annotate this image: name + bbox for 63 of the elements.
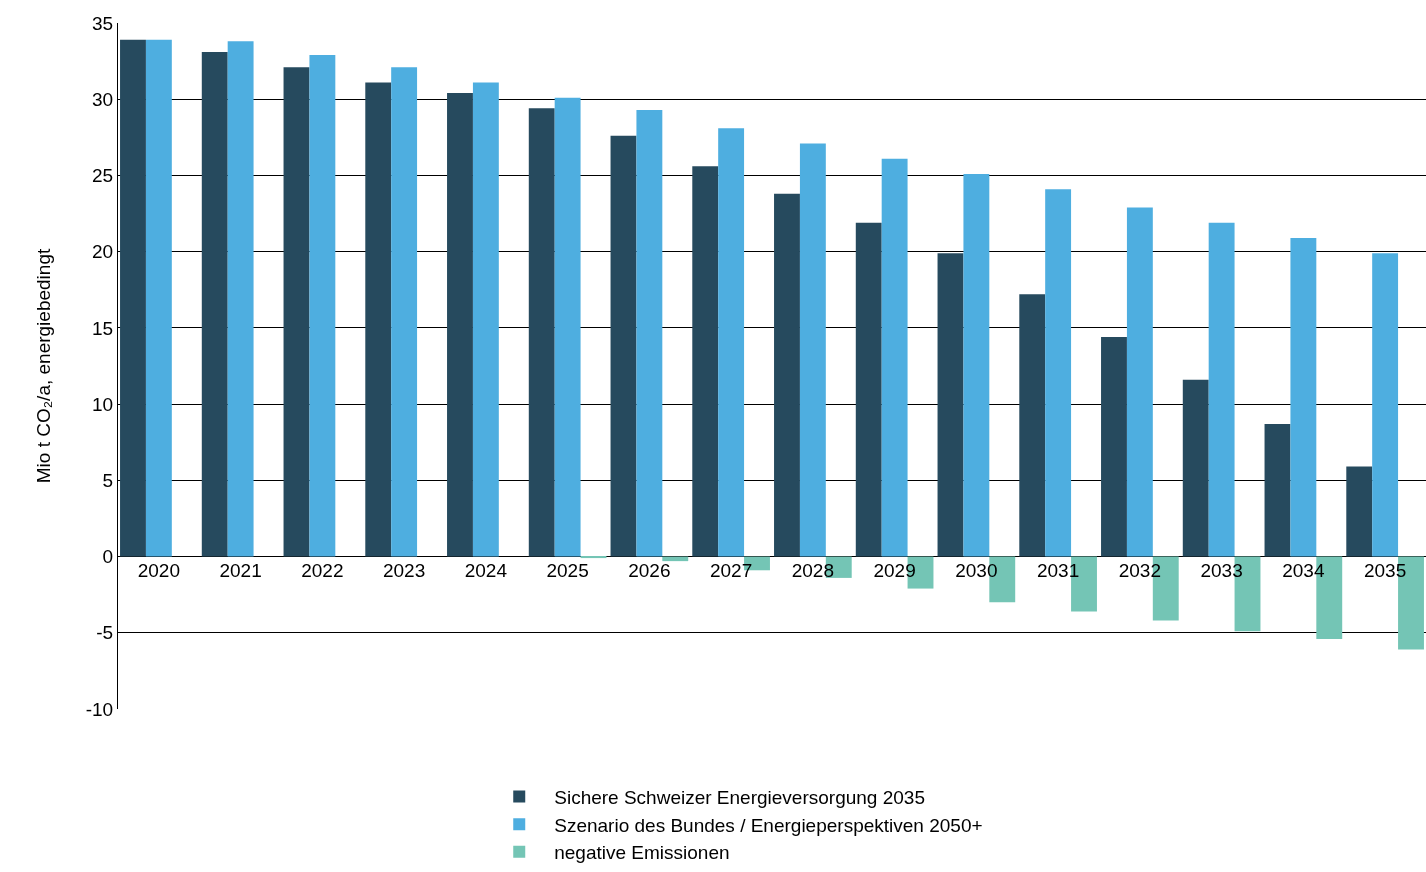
legend-label: negative Emissionen (554, 842, 730, 864)
y-tick-label: 20 (92, 241, 114, 263)
bar (528, 108, 555, 557)
bar (554, 97, 581, 557)
bar (580, 556, 607, 559)
y-tick-label: -10 (85, 698, 114, 720)
x-tick-label: 2032 (1118, 559, 1162, 581)
bar (1045, 189, 1072, 557)
bar (937, 253, 964, 557)
bar (447, 93, 473, 557)
bar (1208, 222, 1235, 557)
bar (120, 39, 146, 557)
bar (636, 109, 663, 557)
bar (692, 166, 719, 557)
y-tick-label: 0 (102, 546, 114, 568)
bar (201, 51, 228, 557)
bar (1019, 294, 1046, 557)
x-tick-label: 2031 (1036, 559, 1080, 581)
bar (283, 67, 310, 557)
bar (963, 173, 990, 557)
bar (365, 82, 392, 557)
legend-label: Sichere Schweizer Energieversorgung 2035 (554, 786, 925, 808)
y-tick-label: 35 (92, 12, 114, 34)
y-tick-label: 10 (92, 393, 114, 415)
y-tick-label: 5 (102, 469, 114, 491)
x-tick-label: 2022 (301, 559, 344, 581)
bar (610, 135, 637, 557)
bar (1101, 337, 1127, 557)
bar (227, 41, 254, 557)
x-tick-label: 2021 (219, 559, 262, 581)
x-tick-label: 2033 (1200, 559, 1243, 581)
y-axis-title: Mio t CO₂/a, energiebedingt (32, 248, 54, 484)
legend-label: Szenario des Bundes / Energieperspektiven 2050+ (554, 814, 983, 836)
x-tick-label: 2024 (464, 559, 508, 581)
x-tick-label: 2030 (955, 559, 998, 581)
x-tick-label: 2034 (1282, 559, 1325, 581)
x-tick-label: 2020 (137, 559, 181, 581)
bar (1264, 423, 1291, 557)
x-tick-label: 2023 (382, 559, 426, 581)
x-tick-label: 2026 (628, 559, 671, 581)
bar (1372, 253, 1399, 557)
x-tick-label: 2027 (709, 559, 753, 581)
bar (1290, 237, 1317, 557)
bar (1182, 379, 1209, 557)
bar (774, 193, 800, 557)
bar (309, 55, 336, 557)
x-tick-label: 2028 (791, 559, 835, 581)
bar (718, 128, 745, 557)
bar (881, 158, 908, 557)
bar (472, 82, 499, 557)
bar (1126, 207, 1153, 557)
bar (855, 222, 882, 557)
y-tick-label: 25 (92, 165, 114, 187)
y-tick-label: 15 (92, 317, 114, 339)
y-tick-label: -5 (96, 622, 114, 644)
y-tick-label: 30 (92, 88, 114, 110)
x-tick-label: 2025 (546, 559, 589, 581)
x-tick-label: 2035 (1363, 559, 1407, 581)
bar (799, 143, 826, 557)
bar (145, 39, 172, 557)
bar (391, 67, 418, 557)
bar (1346, 466, 1373, 557)
x-tick-label: 2029 (873, 559, 916, 581)
